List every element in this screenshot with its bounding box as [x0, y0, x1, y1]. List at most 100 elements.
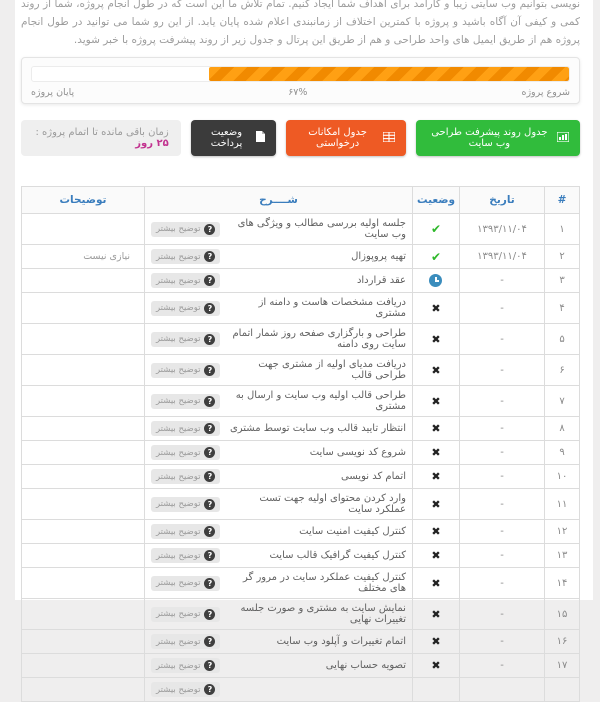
task-description: عقد قرارداد	[357, 275, 406, 286]
progress-track	[31, 66, 570, 82]
progress-table-button[interactable]: جدول روند پیشرفت طراحی وب سایت	[416, 120, 580, 156]
more-info-badge[interactable]: ? توضیح بیشتر	[151, 607, 221, 622]
status-cell: ✖	[412, 544, 459, 568]
description-cell: اتمام تغییرات و آپلود وب سایت ? توضیح بی…	[144, 630, 412, 654]
notes-cell	[22, 293, 145, 324]
more-info-label: توضیح بیشتر	[156, 551, 201, 561]
status-cell: ✔	[412, 214, 459, 245]
x-icon: ✖	[431, 525, 440, 538]
x-icon: ✖	[431, 302, 440, 315]
date-cell: -	[460, 654, 545, 678]
question-circle-icon: ?	[204, 550, 215, 561]
more-info-badge[interactable]: ? توضیح بیشتر	[151, 394, 221, 409]
more-info-badge[interactable]: ? توضیح بیشتر	[151, 332, 221, 347]
x-icon: ✖	[431, 364, 440, 377]
content-area: نویسی بتوانیم وب سایتی زیبا و کارآمد برا…	[15, 0, 593, 600]
more-info-badge[interactable]: ? توضیح بیشتر	[151, 548, 221, 563]
question-circle-icon: ?	[204, 334, 215, 345]
description-cell: کنترل کیفیت امنیت سایت ? توضیح بیشتر	[144, 520, 412, 544]
question-circle-icon: ?	[204, 224, 215, 235]
x-icon: ✖	[431, 446, 440, 459]
more-info-badge[interactable]: ? توضیح بیشتر	[151, 682, 221, 697]
remaining-time-label: زمان باقی مانده تا اتمام پروژه :	[35, 127, 168, 138]
description-cell: تهیه پروپوزال ? توضیح بیشتر	[144, 245, 412, 269]
status-cell: ✖	[412, 630, 459, 654]
payment-status-button[interactable]: وضعیت پرداخت	[191, 120, 277, 156]
notes-cell	[22, 417, 145, 441]
notes-cell	[22, 568, 145, 599]
more-info-badge[interactable]: ? توضیح بیشتر	[151, 576, 221, 591]
question-circle-icon: ?	[204, 396, 215, 407]
question-circle-icon: ?	[204, 365, 215, 376]
question-circle-icon: ?	[204, 423, 215, 434]
notes-cell	[22, 324, 145, 355]
x-icon: ✖	[431, 422, 440, 435]
x-icon: ✖	[431, 577, 440, 590]
progress-percent-label: ۶۷%	[288, 87, 307, 98]
header-description: شــــرح	[144, 187, 412, 214]
question-circle-icon: ?	[204, 660, 215, 671]
more-info-label: توضیح بیشتر	[156, 578, 201, 588]
description-cell: جلسه اولیه بررسی مطالب و ویژگی های وب سا…	[144, 214, 412, 245]
description-cell: دریافت مشخصات هاست و دامنه از مشتری ? تو…	[144, 293, 412, 324]
description-cell: تصویه حساب نهایی ? توضیح بیشتر	[144, 654, 412, 678]
notes-cell	[22, 654, 145, 678]
date-cell: -	[460, 520, 545, 544]
more-info-badge[interactable]: ? توضیح بیشتر	[151, 469, 221, 484]
more-info-badge[interactable]: ? توضیح بیشتر	[151, 634, 221, 649]
row-number-cell: ۹	[545, 441, 580, 465]
notes-cell	[22, 386, 145, 417]
question-circle-icon: ?	[204, 471, 215, 482]
more-info-badge[interactable]: ? توضیح بیشتر	[151, 363, 221, 378]
description-cell: طراحی و بارگزاری صفحه روز شمار اتمام سای…	[144, 324, 412, 355]
task-description: وارد کردن محتوای اولیه جهت تست عملکرد سا…	[226, 493, 406, 515]
question-circle-icon: ?	[204, 609, 215, 620]
more-info-label: توضیح بیشتر	[156, 527, 201, 537]
x-icon: ✖	[431, 635, 440, 648]
table-row: ۱۷ - ✖ تصویه حساب نهایی ? توضیح بیشتر	[22, 654, 580, 678]
notes-cell	[22, 355, 145, 386]
status-cell: ✖	[412, 520, 459, 544]
more-info-badge[interactable]: ? توضیح بیشتر	[151, 249, 221, 264]
row-number-cell: ۱۵	[545, 599, 580, 630]
more-info-label: توضیح بیشتر	[156, 365, 201, 375]
table-row: ۳ - عقد قرارداد ? توضیح بیشتر	[22, 269, 580, 293]
status-cell: ✖	[412, 654, 459, 678]
more-info-label: توضیح بیشتر	[156, 252, 201, 262]
more-info-badge[interactable]: ? توضیح بیشتر	[151, 421, 221, 436]
clock-icon	[429, 274, 442, 287]
row-number-cell: ۱۰	[545, 465, 580, 489]
notes-cell	[22, 489, 145, 520]
table-row: ۵ - ✖ طراحی و بارگزاری صفحه روز شمار اتم…	[22, 324, 580, 355]
row-number-cell: ۸	[545, 417, 580, 441]
table-row: ۲ ۱۳۹۳/۱۱/۰۴ ✔ تهیه پروپوزال ? توضیح بیش…	[22, 245, 580, 269]
row-number-cell: ۱	[545, 214, 580, 245]
description-cell: کنترل کیفیت عملکرد سایت در مرور گر های م…	[144, 568, 412, 599]
task-description: طراحی قالب اولیه وب سایت و ارسال به مشتر…	[226, 390, 406, 412]
more-info-badge[interactable]: ? توضیح بیشتر	[151, 524, 221, 539]
notes-cell	[22, 465, 145, 489]
row-number-cell: ۱۷	[545, 654, 580, 678]
more-info-badge[interactable]: ? توضیح بیشتر	[151, 301, 221, 316]
check-icon: ✔	[431, 222, 441, 236]
x-icon: ✖	[431, 395, 440, 408]
row-number-cell: ۱۳	[545, 544, 580, 568]
status-cell	[412, 678, 459, 702]
date-cell: -	[460, 293, 545, 324]
notes-cell	[22, 544, 145, 568]
date-cell: ۱۳۹۳/۱۱/۰۴	[460, 245, 545, 269]
more-info-badge[interactable]: ? توضیح بیشتر	[151, 222, 221, 237]
description-cell: طراحی قالب اولیه وب سایت و ارسال به مشتر…	[144, 386, 412, 417]
features-table-button[interactable]: جدول امکانات درخواستی	[286, 120, 405, 156]
more-info-badge[interactable]: ? توضیح بیشتر	[151, 658, 221, 673]
more-info-badge[interactable]: ? توضیح بیشتر	[151, 445, 221, 460]
date-cell	[460, 678, 545, 702]
date-cell: -	[460, 269, 545, 293]
more-info-badge[interactable]: ? توضیح بیشتر	[151, 497, 221, 512]
date-cell: -	[460, 386, 545, 417]
more-info-badge[interactable]: ? توضیح بیشتر	[151, 273, 221, 288]
description-cell: وارد کردن محتوای اولیه جهت تست عملکرد سا…	[144, 489, 412, 520]
status-cell: ✖	[412, 568, 459, 599]
description-cell: انتظار تایید قالب وب سایت توسط مشتری ? ت…	[144, 417, 412, 441]
date-cell: -	[460, 489, 545, 520]
